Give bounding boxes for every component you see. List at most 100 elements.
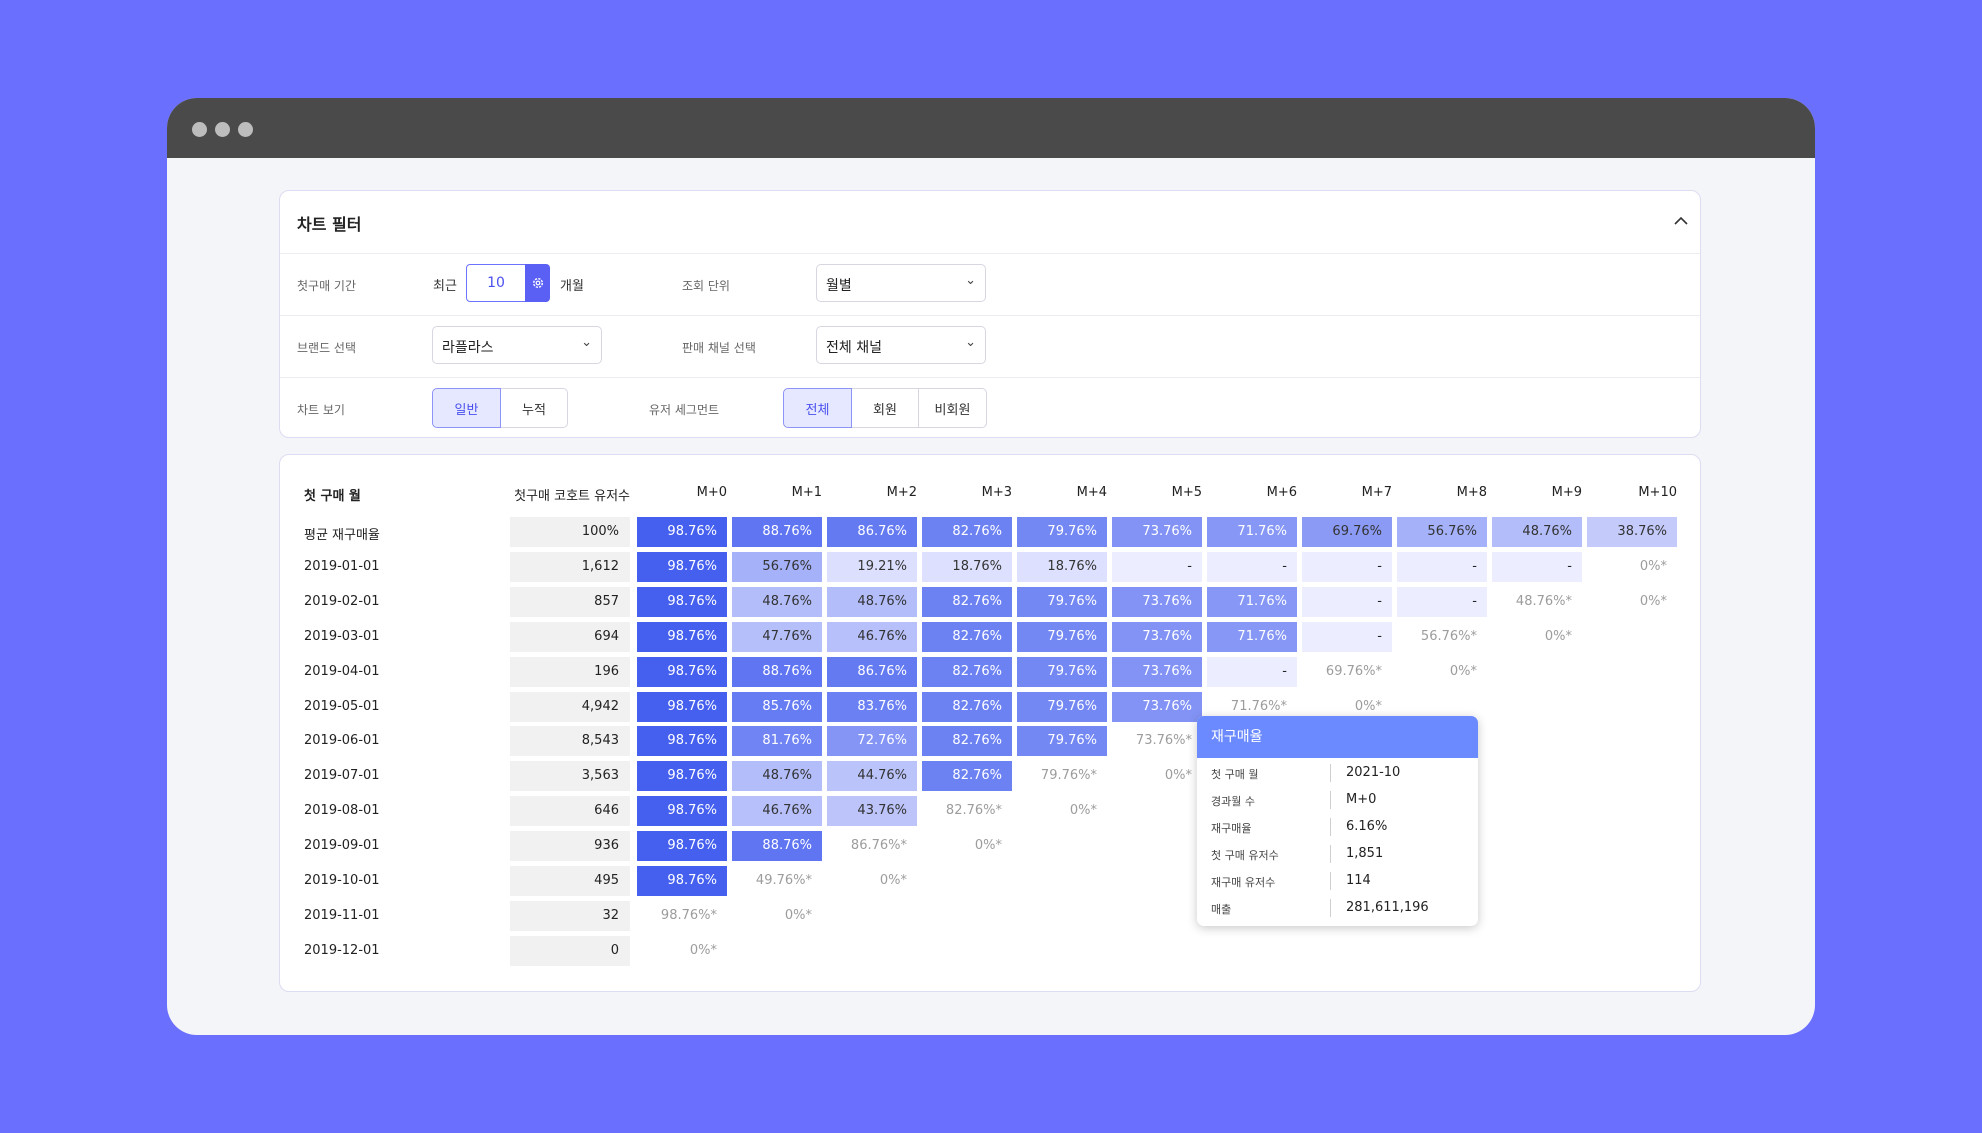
segment-nonmember-button[interactable]: 비회원 (918, 388, 987, 428)
retention-cell[interactable]: - (1492, 551, 1582, 582)
retention-cell[interactable]: 82.76% (922, 586, 1012, 617)
retention-cell[interactable]: - (1302, 586, 1392, 617)
retention-cell[interactable]: 71.76%* (1230, 698, 1287, 714)
retention-cell[interactable]: 81.76% (732, 726, 822, 757)
retention-cell[interactable]: 71.76% (1207, 517, 1297, 547)
retention-cell[interactable]: 48.76% (732, 586, 822, 617)
retention-cell[interactable]: 82.76% (922, 656, 1012, 687)
retention-cell[interactable]: 73.76% (1112, 586, 1202, 617)
window-minimize-dot[interactable] (215, 122, 230, 137)
retention-cell[interactable]: 56.76%* (1420, 628, 1477, 644)
retention-cell[interactable]: 49.76%* (755, 873, 812, 888)
chart-view-normal-button[interactable]: 일반 (432, 388, 501, 428)
segment-all-button[interactable]: 전체 (783, 388, 852, 428)
recent-months-input[interactable] (466, 264, 526, 302)
retention-cell[interactable]: 98.76% (637, 551, 727, 582)
retention-cell[interactable]: 88.76% (732, 517, 822, 547)
retention-cell[interactable]: 0%* (1639, 593, 1667, 609)
retention-cell[interactable]: - (1397, 586, 1487, 617)
retention-cell[interactable]: 86.76% (827, 517, 917, 547)
retention-cell[interactable]: 98.76% (637, 691, 727, 722)
retention-cell[interactable]: 79.76% (1017, 517, 1107, 547)
brand-select[interactable]: 라플라스 ⌄ (432, 326, 602, 364)
retention-cell[interactable]: 82.76% (922, 691, 1012, 722)
retention-cell[interactable]: 71.76% (1207, 621, 1297, 652)
retention-cell[interactable]: 48.76% (827, 586, 917, 617)
retention-cell[interactable]: 48.76% (1492, 517, 1582, 547)
retention-cell[interactable]: 79.76% (1017, 586, 1107, 617)
retention-cell[interactable]: - (1302, 551, 1392, 582)
retention-cell[interactable]: 88.76% (732, 831, 822, 862)
retention-cell[interactable]: 0%* (1164, 768, 1192, 784)
retention-cell[interactable]: 88.76% (732, 656, 822, 687)
window-close-dot[interactable] (192, 122, 207, 137)
retention-cell[interactable]: 56.76% (732, 551, 822, 582)
retention-cell[interactable]: 0%* (1544, 628, 1572, 644)
retention-cell[interactable]: 98.76% (637, 656, 727, 687)
retention-cell[interactable]: 0%* (784, 907, 812, 923)
retention-cell[interactable]: - (1112, 551, 1202, 582)
retention-cell[interactable]: 44.76% (827, 761, 917, 792)
retention-cell[interactable]: 0%* (1639, 558, 1667, 574)
retention-cell[interactable]: 0%* (879, 873, 907, 888)
retention-cell[interactable]: 79.76% (1017, 726, 1107, 757)
window-maximize-dot[interactable] (238, 122, 253, 137)
retention-cell[interactable]: 79.76% (1017, 691, 1107, 722)
retention-cell[interactable]: - (1207, 656, 1297, 687)
view-unit-select[interactable]: 월별 ⌄ (816, 264, 986, 302)
retention-cell[interactable]: 18.76% (922, 551, 1012, 582)
retention-cell[interactable]: 71.76% (1207, 586, 1297, 617)
retention-cell[interactable]: 83.76% (827, 691, 917, 722)
retention-cell[interactable]: 98.76% (637, 726, 727, 757)
retention-cell[interactable]: 0%* (1354, 698, 1382, 714)
retention-cell[interactable]: 98.76% (637, 621, 727, 652)
retention-cell[interactable]: 69.76%* (1325, 663, 1382, 679)
settings-button[interactable] (525, 264, 550, 302)
retention-cell[interactable]: 46.76% (732, 796, 822, 827)
retention-cell[interactable]: 0%* (974, 838, 1002, 854)
retention-cell[interactable]: 0%* (1449, 663, 1477, 679)
retention-cell[interactable]: 82.76% (922, 621, 1012, 652)
retention-cell[interactable]: 82.76% (922, 517, 1012, 547)
retention-cell[interactable]: 98.76% (637, 517, 727, 547)
retention-cell[interactable]: 73.76% (1112, 517, 1202, 547)
retention-cell[interactable]: 82.76% (922, 761, 1012, 792)
retention-cell[interactable]: 73.76% (1112, 656, 1202, 687)
retention-cell[interactable]: 19.21% (827, 551, 917, 582)
retention-cell[interactable]: 72.76% (827, 726, 917, 757)
retention-cell[interactable]: 86.76% (827, 656, 917, 687)
segment-member-button[interactable]: 회원 (851, 388, 919, 428)
retention-cell[interactable]: 48.76% (732, 761, 822, 792)
channel-select[interactable]: 전체 채널 ⌄ (816, 326, 986, 364)
retention-cell[interactable]: 47.76% (732, 621, 822, 652)
retention-cell[interactable]: 82.76%* (945, 803, 1002, 819)
retention-cell[interactable]: 85.76% (732, 691, 822, 722)
retention-cell[interactable]: 48.76%* (1515, 593, 1572, 609)
retention-cell[interactable]: 0%* (689, 942, 717, 958)
chevron-up-icon[interactable] (1670, 210, 1692, 232)
retention-cell[interactable]: - (1397, 551, 1487, 582)
retention-cell[interactable]: 38.76% (1587, 517, 1677, 547)
retention-cell[interactable]: 43.76% (827, 796, 917, 827)
retention-cell[interactable]: 69.76% (1302, 517, 1392, 547)
retention-cell[interactable]: 73.76%* (1135, 733, 1192, 749)
retention-cell[interactable]: 86.76%* (850, 838, 907, 854)
retention-cell[interactable]: 0%* (1069, 803, 1097, 819)
retention-cell[interactable]: 18.76% (1017, 551, 1107, 582)
retention-cell[interactable]: - (1207, 551, 1297, 582)
retention-cell[interactable]: 98.76% (637, 831, 727, 862)
retention-cell[interactable]: 56.76% (1397, 517, 1487, 547)
retention-cell[interactable]: 79.76% (1017, 621, 1107, 652)
retention-cell[interactable]: 79.76%* (1040, 768, 1097, 784)
retention-cell[interactable]: 73.76% (1112, 691, 1202, 722)
retention-cell[interactable]: 98.76% (637, 586, 727, 617)
chart-view-cumulative-button[interactable]: 누적 (500, 388, 568, 428)
retention-cell[interactable]: 98.76%* (660, 907, 717, 923)
retention-cell[interactable]: 98.76% (637, 866, 727, 896)
retention-cell[interactable]: 98.76% (637, 761, 727, 792)
retention-cell[interactable]: 73.76% (1112, 621, 1202, 652)
retention-cell[interactable]: 79.76% (1017, 656, 1107, 687)
retention-cell[interactable]: 46.76% (827, 621, 917, 652)
retention-cell[interactable]: 82.76% (922, 726, 1012, 757)
retention-cell[interactable]: 98.76% (637, 796, 727, 827)
